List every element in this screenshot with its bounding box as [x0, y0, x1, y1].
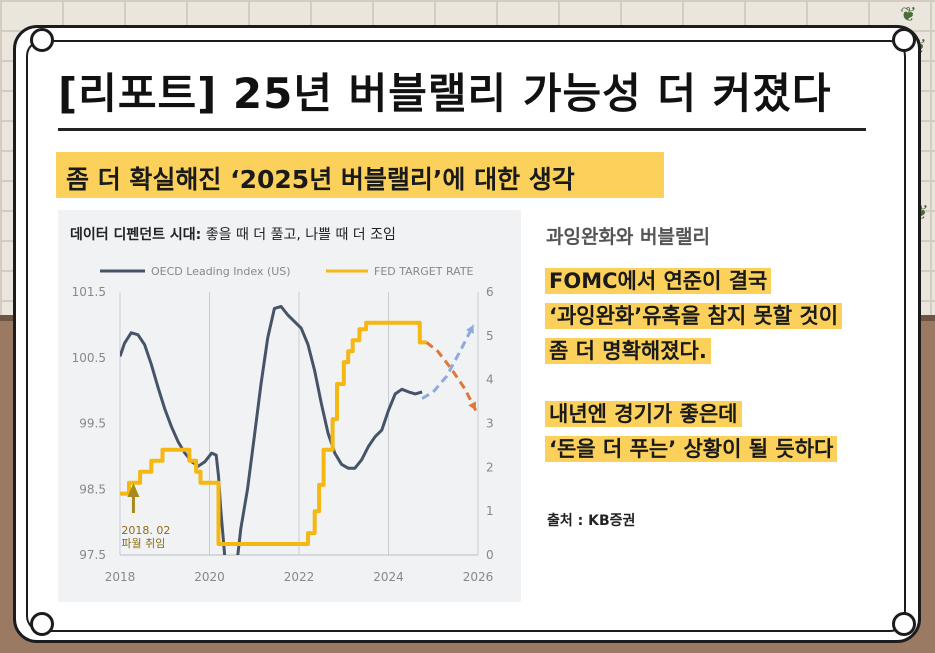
frame-corner-ornament	[30, 612, 54, 636]
chart-header-rest: 좋을 때 더 풀고, 나쁠 때 더 조임	[201, 227, 396, 243]
frame-corner-ornament	[892, 612, 916, 636]
chart-panel	[58, 210, 521, 602]
side-heading: 과잉완화와 버블랠리	[546, 226, 710, 248]
y-right-tick-label: 3	[486, 417, 494, 431]
y-left-tick-label: 101.5	[72, 285, 106, 299]
y-right-tick-label: 6	[486, 285, 494, 299]
page-title: [리포트] 25년 버블랠리 가능성 더 커졌다	[58, 69, 832, 118]
y-right-tick-label: 4	[486, 373, 494, 387]
legend-label-oecd: OECD Leading Index (US)	[151, 265, 291, 278]
series-line-oecd-forecast-arrowhead	[466, 324, 474, 334]
frame-corner-ornament	[892, 28, 916, 52]
series-line-fed-forecast-arrowhead	[468, 401, 477, 411]
y-left-tick-label: 98.5	[79, 482, 106, 496]
x-tick-label: 2024	[373, 570, 404, 584]
y-right-tick-label: 2	[486, 460, 494, 474]
annotation-date: 2018. 02	[121, 524, 170, 537]
y-right-tick-label: 0	[486, 548, 494, 562]
paragraph-2-line: ‘돈을 더 푸는’ 상황이 될 듯하다	[545, 436, 838, 462]
y-left-tick-label: 99.5	[79, 417, 106, 431]
chart-header-bold: 데이터 디펜던트 시대:	[70, 227, 202, 243]
series-line-fed-forecast	[425, 341, 478, 412]
subtitle-highlight	[56, 152, 664, 198]
series-line-oecd-forecast	[421, 324, 475, 400]
x-tick-label: 2018	[105, 570, 136, 584]
y-left-tick-label: 100.5	[72, 351, 106, 365]
y-right-tick-label: 5	[486, 329, 494, 343]
paragraph-1: FOMC에서 연준이 결국 ‘과잉완화’유혹을 참지 못할 것이 좀 더 명확해…	[545, 265, 843, 370]
annotation-label: 파월 취임	[121, 537, 165, 550]
frame-corner-ornament	[30, 28, 54, 52]
subtitle: 좀 더 확실해진 ‘2025년 버블랠리’에 대한 생각	[66, 165, 575, 194]
series-line-oecd	[120, 305, 423, 555]
x-tick-label: 2026	[463, 570, 494, 584]
y-left-tick-label: 97.5	[79, 548, 106, 562]
source-note: 출처 : KB증권	[547, 513, 636, 529]
title-underline	[58, 128, 866, 131]
paragraph-2-line: 내년엔 경기가 좋은데	[545, 401, 742, 427]
x-tick-label: 2022	[284, 570, 315, 584]
paragraph-2: 내년엔 경기가 좋은데 ‘돈을 더 푸는’ 상황이 될 듯하다	[545, 398, 838, 468]
y-right-tick-label: 1	[486, 504, 494, 518]
annotation-arrow-head	[127, 483, 140, 497]
chart-svg: 2018 2020 2022 2024 2026 101.5 100.5 99.5 98.5 97…	[72, 265, 494, 584]
chart-header: 데이터 디펜던트 시대: 좋을 때 더 풀고, 나쁠 때 더 조임	[70, 224, 396, 244]
series-line-fed	[120, 320, 427, 546]
legend-label-fed: FED TARGET RATE	[374, 265, 474, 278]
x-tick-label: 2020	[194, 570, 225, 584]
paragraph-1-line: 좀 더 명확해졌다.	[545, 338, 711, 364]
plant-leaf-icon: ❦	[900, 2, 917, 26]
paragraph-1-line: ‘과잉완화’유혹을 참지 못할 것이	[545, 303, 843, 329]
paragraph-1-line: FOMC에서 연준이 결국	[545, 268, 772, 294]
